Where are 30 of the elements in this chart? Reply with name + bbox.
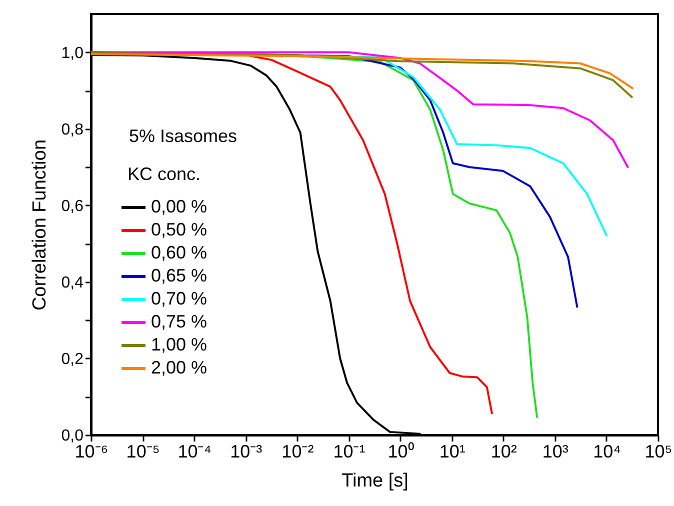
x-tick-label: 10²	[490, 442, 517, 462]
legend-label: 1,00 %	[151, 334, 208, 354]
legend-label: 0,70 %	[151, 288, 208, 308]
legend-label: 0,75 %	[151, 312, 208, 332]
legend-title: KC conc.	[127, 164, 201, 184]
x-axis-title: Time [s]	[342, 470, 408, 492]
legend-label: 0,65 %	[151, 266, 208, 286]
y-tick-label: 0,8	[61, 121, 84, 138]
y-tick-label: 0,4	[61, 274, 84, 292]
x-tick-label: 10⁻¹	[333, 442, 366, 462]
y-tick-label: 0,0	[61, 428, 84, 444]
x-tick-label: 10⁻²	[282, 442, 314, 462]
x-tick-label: 10⁻⁴	[178, 442, 212, 462]
annotation: 5% Isasomes	[128, 126, 238, 146]
y-tick-label: 1,0	[61, 44, 84, 62]
legend-label: 0,00 %	[151, 196, 208, 216]
x-tick-label: 10⁰	[388, 442, 414, 462]
legend-label: 2,00 %	[151, 358, 208, 378]
x-tick-label: 10⁻⁶	[74, 442, 108, 462]
x-tick-label: 10¹	[439, 442, 466, 462]
x-tick-label: 10⁴	[593, 442, 621, 462]
y-tick-label: 0,2	[61, 350, 84, 368]
x-tick-label: 10³	[542, 442, 568, 462]
y-axis-title: Correlation Function	[29, 139, 50, 311]
legend-label: 0,50 %	[151, 220, 208, 240]
x-tick-label: 10⁻³	[230, 442, 262, 462]
legend-label: 0,60 %	[151, 242, 208, 262]
y-tick-label: 0,6	[61, 198, 84, 215]
x-tick-label: 10⁵	[644, 442, 672, 462]
x-tick-label: 10⁻⁵	[126, 442, 160, 462]
